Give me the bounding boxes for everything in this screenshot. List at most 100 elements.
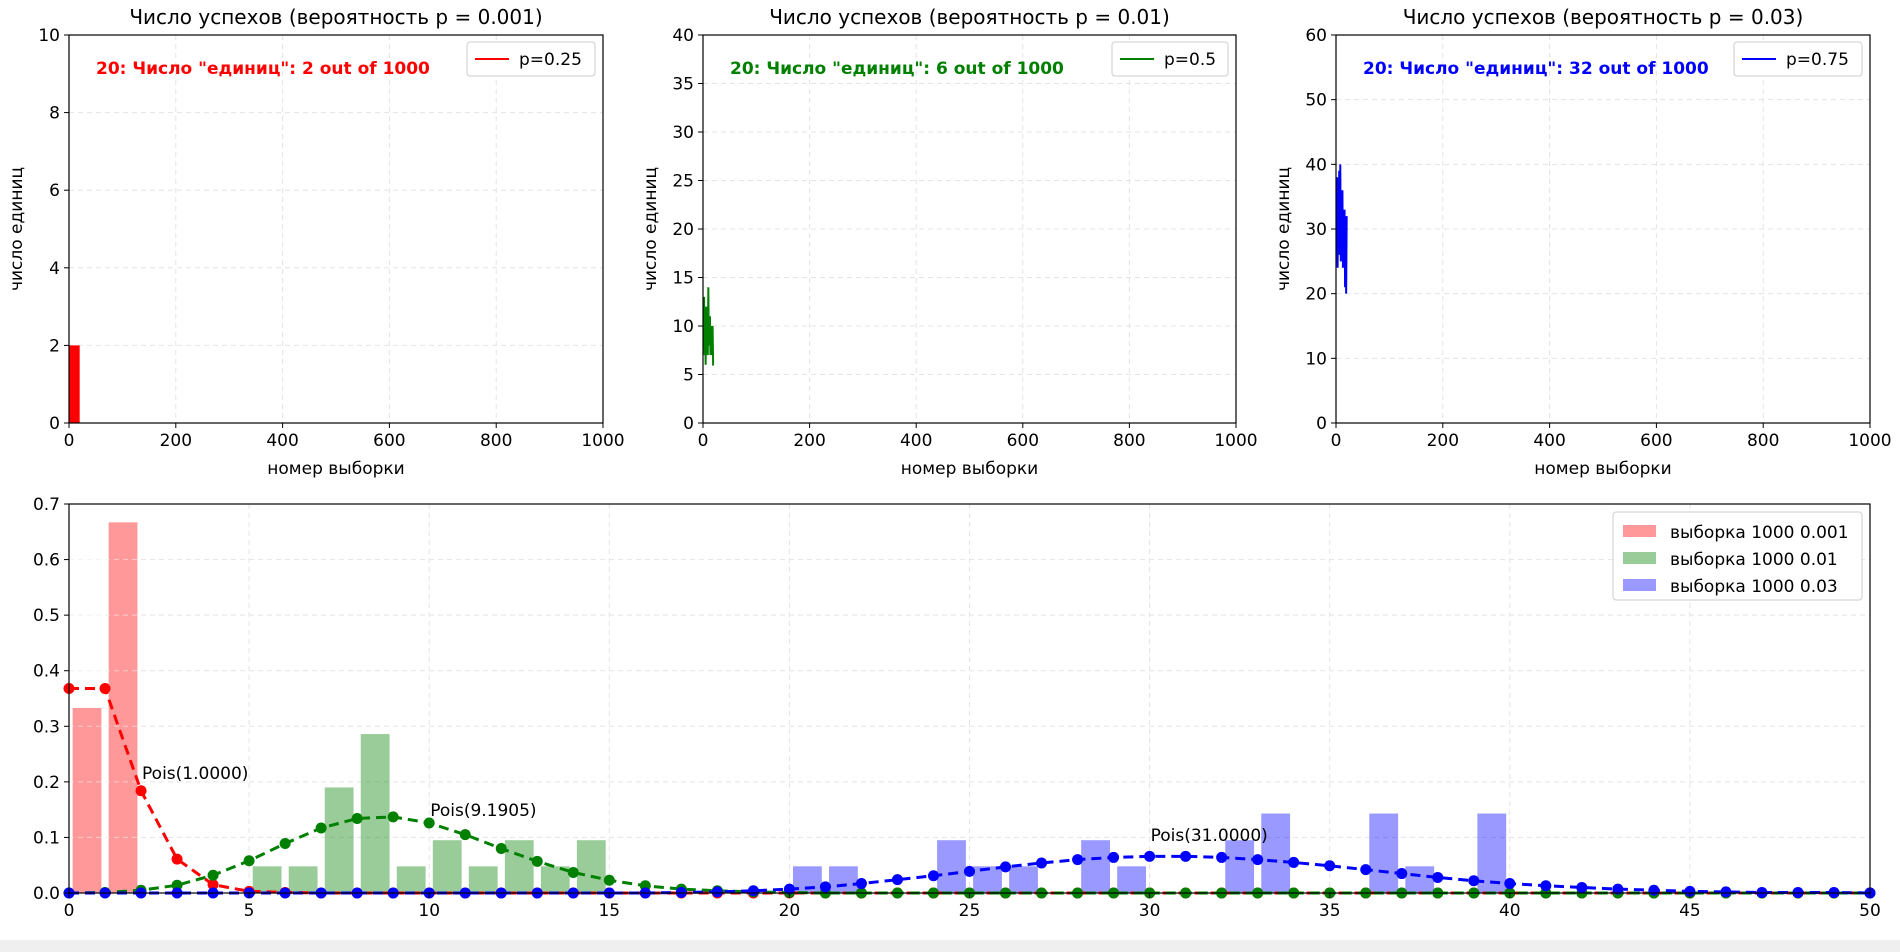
histogram-bar [468,866,498,893]
poisson-point [855,878,867,890]
x-tick-label: 200 [793,431,825,451]
legend-swatch [1623,579,1656,591]
poisson-point [207,869,219,881]
poisson-point [603,874,615,886]
poisson-point [567,866,579,878]
x-tick-label: 600 [1640,431,1672,451]
histogram-bar [288,866,318,893]
y-tick-label: 10 [672,317,694,337]
poisson-point [964,865,975,877]
chart-title: Число успехов (вероятность p = 0.03) [1403,5,1804,29]
poisson-point [1540,880,1552,892]
poisson-point [243,855,255,867]
poisson-point [1144,850,1156,862]
poisson-point [1072,854,1084,866]
histogram-bar [72,707,102,893]
poisson-point [1468,875,1480,887]
legend-label: p=0.25 [519,50,582,70]
x-tick-label: 400 [900,431,932,451]
histogram-bar [829,866,858,893]
x-tick-label: 20 [779,901,801,921]
histogram-bar [1261,813,1291,893]
legend-box [1612,511,1863,601]
poisson-point [207,879,219,891]
histogram-bar [937,840,966,893]
y-tick-label: 0 [1316,414,1327,434]
chart-title: Число успехов (вероятность p = 0.01) [769,5,1170,29]
poisson-point [315,822,327,834]
y-tick-label: 0.1 [33,828,60,848]
x-tick-label: 600 [373,431,405,451]
x-tick-label: 1000 [1848,431,1891,451]
y-tick-label: 50 [1305,91,1327,111]
y-tick-label: 25 [672,172,694,192]
y-tick-label: 0.0 [33,884,60,904]
x-tick-label: 200 [160,431,192,451]
series-line-1 [702,287,715,366]
x-tick-label: 400 [1533,431,1565,451]
x-tick-label: 400 [266,431,298,451]
y-tick-label: 40 [1305,155,1327,175]
poisson-point [1108,851,1120,863]
y-tick-label: 20 [1305,285,1327,305]
legend-box [1111,41,1229,77]
x-tick-label: 200 [1427,431,1459,451]
y-tick-label: 0 [49,414,60,434]
x-tick-label: 0 [64,901,75,921]
y-tick-label: 40 [672,26,694,46]
legend-box [466,41,596,77]
poisson-point [99,682,111,694]
poisson-point [1504,878,1516,890]
poisson-point [531,855,543,867]
poisson-point [891,874,903,886]
y-tick-label: 0.2 [33,773,60,793]
poisson-point [1180,850,1192,862]
histogram-bar [360,734,390,893]
histogram-bar [1369,813,1399,893]
legend-label: p=0.5 [1164,50,1216,70]
y-tick-label: 0.3 [33,717,60,737]
x-axis-label: номер выборки [901,459,1038,479]
histogram-bar [108,522,138,893]
poisson-point [1684,885,1696,897]
histogram-bar [1009,866,1038,893]
y-tick-label: 0.6 [33,551,60,571]
histogram-bar [324,787,354,893]
y-tick-label: 6 [49,181,60,201]
poisson-point [1000,861,1012,873]
x-tick-label: 0 [64,431,75,451]
x-tick-label: 35 [1319,901,1341,921]
legend-label: выборка 1000 0.001 [1670,523,1849,543]
poisson-point [747,885,759,897]
axes-frame [68,34,604,424]
poisson-point [171,853,183,865]
x-axis-label: номер выборки [267,459,404,479]
y-tick-label: 0.5 [33,606,60,626]
y-tick-label: 0 [683,414,694,434]
poisson-point [171,879,183,891]
y-axis-label: число единиц [7,167,27,291]
y-tick-label: 15 [672,269,694,289]
x-tick-label: 0 [1331,431,1342,451]
series-line-2 [1335,164,1348,294]
poisson-point [1576,881,1588,893]
poisson-point [279,838,291,850]
poisson-point [819,881,831,893]
poisson-point [711,886,723,898]
histogram-bar [576,840,606,893]
poisson-point [1612,883,1624,895]
poisson-point [495,843,507,855]
x-tick-label: 1000 [581,431,624,451]
poisson-point [351,813,363,825]
histogram-bar [1081,840,1110,893]
y-tick-label: 5 [683,366,694,386]
x-tick-label: 1000 [1214,431,1257,451]
poisson-point [459,829,471,841]
series-line-0 [69,345,80,423]
poisson-point [1288,856,1300,868]
poisson-point [135,785,147,797]
x-tick-label: 5 [244,901,255,921]
poisson-point [387,811,399,823]
poisson-label: Pois(1.0000) [142,764,248,784]
